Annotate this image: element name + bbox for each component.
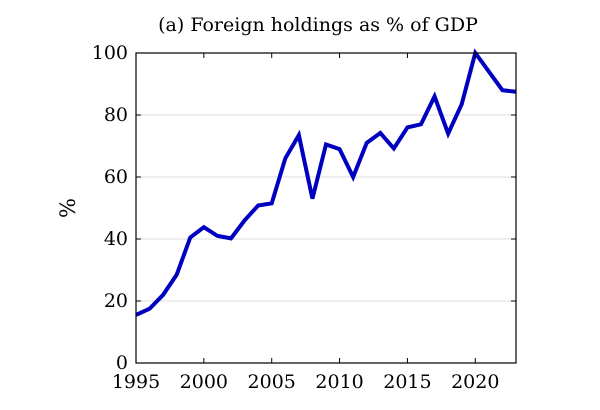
y-tick-label: 60 — [104, 166, 128, 188]
x-tick-label: 2010 — [315, 371, 363, 393]
y-tick-label: 0 — [116, 352, 128, 374]
plot-frame — [135, 52, 517, 364]
x-tick-label: 2000 — [180, 371, 228, 393]
y-tick-label: 40 — [104, 228, 128, 250]
x-tick-label: 2015 — [383, 371, 431, 393]
series-layer — [135, 48, 517, 317]
x-tick-label: 2020 — [451, 371, 499, 393]
x-tick-label: 1995 — [112, 371, 160, 393]
gridlines — [136, 114, 516, 302]
y-axis-label: % — [56, 198, 80, 218]
axis-ticks: 0 20 40 60 80 100 1995 2000 2005 2010 2015 2020 — [92, 42, 516, 393]
chart-title: (a) Foreign holdings as % of GDP — [158, 14, 478, 36]
x-tick-label: 2005 — [248, 371, 296, 393]
y-tick-label: 100 — [92, 42, 128, 64]
y-tick-label: 20 — [104, 290, 128, 312]
series-line — [135, 48, 517, 317]
y-tick-label: 80 — [104, 104, 128, 126]
